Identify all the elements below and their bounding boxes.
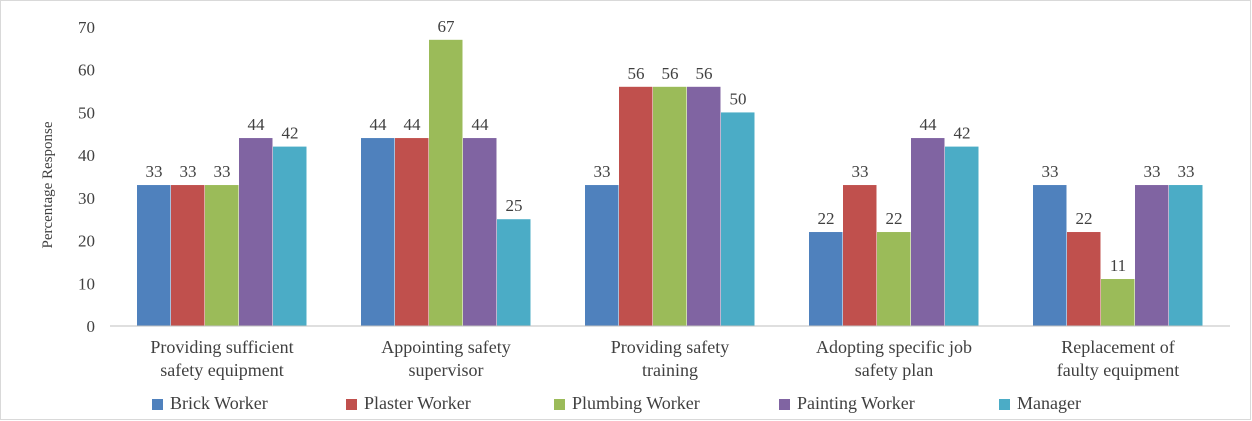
bar	[171, 185, 205, 326]
data-labels: 33 33 33 44 42 44 44 67 44 25 33 56 56 56 50 22 33 22 44 42…	[146, 17, 1195, 275]
category-labels: Providing sufficient safety equipment Appo…	[150, 337, 1179, 380]
legend-label: Painting Worker	[797, 393, 915, 413]
data-label: 33	[594, 162, 611, 181]
data-label: 22	[818, 209, 835, 228]
bar	[137, 185, 171, 326]
legend-label: Plaster Worker	[364, 393, 471, 413]
data-label: 56	[662, 64, 679, 83]
bar	[429, 39, 463, 327]
data-label: 22	[886, 209, 903, 228]
category-label: Appointing safety	[381, 337, 510, 357]
data-label: 50	[730, 89, 747, 108]
data-label: 44	[248, 115, 266, 134]
bar	[843, 185, 877, 326]
y-tick-label: 40	[78, 146, 95, 165]
data-label: 25	[506, 196, 523, 215]
legend-label: Plumbing Worker	[572, 393, 700, 413]
bar	[877, 232, 911, 326]
data-label: 56	[628, 64, 645, 83]
legend-swatch	[999, 399, 1010, 410]
y-tick-label: 20	[78, 232, 95, 251]
data-label: 33	[146, 162, 163, 181]
category-label: Adopting specific job	[816, 337, 972, 357]
bar	[619, 86, 653, 326]
data-label: 33	[180, 162, 197, 181]
category-label: Replacement of	[1061, 337, 1174, 357]
data-label: 33	[1042, 162, 1059, 181]
data-label: 56	[696, 64, 713, 83]
bar	[239, 138, 273, 326]
bar	[273, 146, 307, 326]
bar	[1033, 185, 1067, 326]
data-label: 42	[954, 124, 971, 143]
y-axis-ticks: 0 10 20 30 40 50 60 70	[78, 18, 95, 336]
legend: Brick Worker Plaster Worker Plumbing Worke…	[152, 393, 1081, 413]
category-label: safety plan	[855, 360, 933, 380]
bar	[1067, 232, 1101, 326]
y-axis-title: Percentage Response	[40, 121, 56, 248]
data-label: 67	[438, 17, 456, 36]
bar	[395, 138, 429, 326]
category-label: training	[642, 360, 698, 380]
data-label: 44	[920, 115, 938, 134]
data-label: 22	[1076, 209, 1093, 228]
bar	[809, 232, 843, 326]
data-label: 44	[472, 115, 490, 134]
legend-label: Manager	[1017, 393, 1081, 413]
data-label: 33	[214, 162, 231, 181]
data-label: 33	[1144, 162, 1161, 181]
data-label: 44	[370, 115, 388, 134]
category-label: Providing sufficient	[150, 337, 293, 357]
category-label: safety equipment	[160, 360, 283, 380]
legend-swatch	[346, 399, 357, 410]
bar	[361, 138, 395, 326]
y-tick-label: 10	[78, 274, 95, 293]
legend-swatch	[554, 399, 565, 410]
category-label: supervisor	[409, 360, 484, 380]
bar	[463, 138, 497, 326]
category-label: Providing safety	[611, 337, 730, 357]
data-label: 33	[1178, 162, 1195, 181]
bar	[205, 185, 239, 326]
y-tick-label: 0	[87, 317, 96, 336]
bar	[911, 138, 945, 326]
data-label: 11	[1110, 256, 1126, 275]
bar	[687, 86, 721, 326]
bar	[653, 86, 687, 326]
legend-swatch	[152, 399, 163, 410]
y-tick-label: 50	[78, 103, 95, 122]
bar	[1169, 185, 1203, 326]
bar	[721, 112, 755, 326]
bar	[945, 146, 979, 326]
bar	[585, 185, 619, 326]
bar	[1101, 279, 1135, 326]
legend-swatch	[779, 399, 790, 410]
bars	[137, 39, 1203, 327]
category-label: faulty equipment	[1057, 360, 1179, 380]
bar	[1135, 185, 1169, 326]
bar	[497, 219, 531, 326]
data-label: 42	[282, 124, 299, 143]
y-tick-label: 60	[78, 61, 95, 80]
y-tick-label: 70	[78, 18, 95, 37]
data-label: 33	[852, 162, 869, 181]
legend-label: Brick Worker	[170, 393, 268, 413]
data-label: 44	[404, 115, 422, 134]
y-tick-label: 30	[78, 189, 95, 208]
